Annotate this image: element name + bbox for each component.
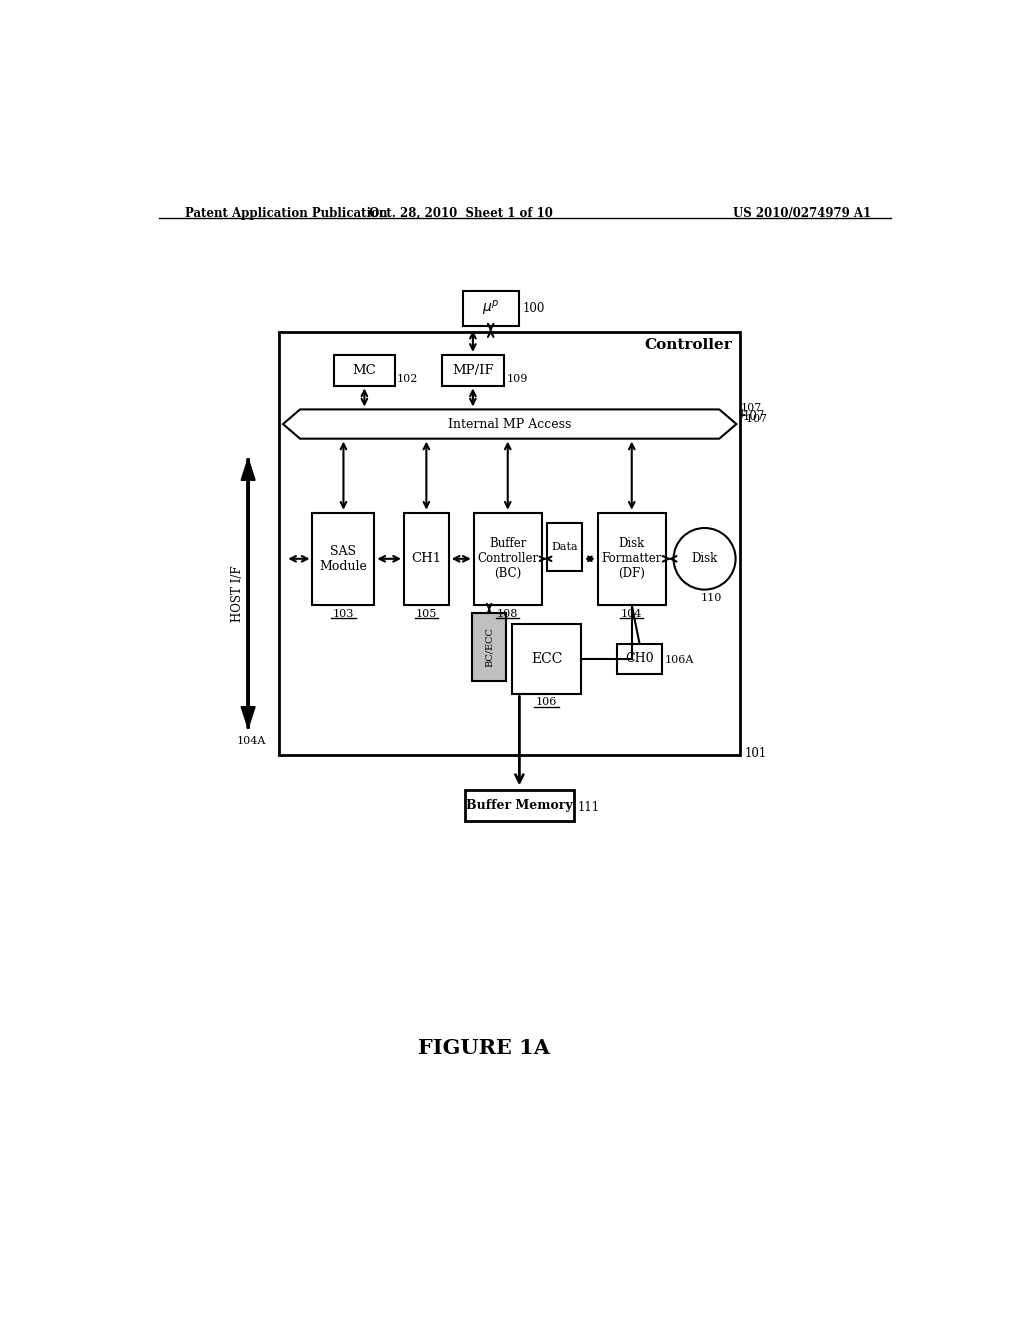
Text: $\mu^p$: $\mu^p$ — [482, 300, 500, 318]
Bar — [403, 512, 449, 605]
Bar — [280, 331, 740, 755]
Text: BC/ECC: BC/ECC — [484, 627, 494, 668]
Text: $\ulcorner$107: $\ulcorner$107 — [740, 412, 768, 425]
Text: Oct. 28, 2010  Sheet 1 of 10: Oct. 28, 2010 Sheet 1 of 10 — [370, 207, 553, 220]
Text: ECC: ECC — [530, 652, 562, 665]
Text: CH1: CH1 — [412, 552, 441, 565]
Bar — [472, 614, 506, 681]
Text: 107: 107 — [740, 404, 762, 413]
Text: MC: MC — [352, 363, 376, 376]
Text: 108: 108 — [497, 609, 518, 619]
Text: 110: 110 — [700, 594, 722, 603]
Text: Patent Application Publication: Patent Application Publication — [184, 207, 387, 220]
Bar — [442, 355, 504, 385]
Bar — [617, 644, 662, 675]
Text: SAS
Module: SAS Module — [319, 545, 368, 573]
Text: 106: 106 — [536, 697, 557, 708]
Text: Buffer
Controller
(BC): Buffer Controller (BC) — [477, 537, 539, 581]
Bar — [465, 789, 573, 821]
Text: CH0: CH0 — [626, 652, 653, 665]
FancyArrow shape — [241, 459, 255, 729]
Text: 102: 102 — [397, 374, 418, 384]
Text: 103: 103 — [333, 609, 354, 619]
Bar — [474, 512, 542, 605]
Bar — [312, 512, 375, 605]
Text: Internal MP Access: Internal MP Access — [449, 417, 571, 430]
Text: 104A: 104A — [237, 737, 266, 746]
Text: Controller: Controller — [645, 338, 732, 352]
Text: 105: 105 — [416, 609, 437, 619]
Polygon shape — [283, 409, 736, 438]
Bar — [463, 290, 518, 326]
Text: 109: 109 — [506, 374, 527, 384]
Bar — [512, 624, 581, 693]
Text: Buffer Memory: Buffer Memory — [466, 799, 572, 812]
Circle shape — [674, 528, 735, 590]
Bar — [598, 512, 666, 605]
Text: MP/IF: MP/IF — [452, 363, 494, 376]
Text: US 2010/0274979 A1: US 2010/0274979 A1 — [733, 207, 871, 220]
Text: 104: 104 — [622, 609, 642, 619]
Text: 111: 111 — [578, 801, 600, 814]
Text: 107: 107 — [742, 409, 765, 422]
Text: HOST I/F: HOST I/F — [230, 565, 244, 622]
Text: FIGURE 1A: FIGURE 1A — [419, 1038, 551, 1057]
Text: 101: 101 — [744, 747, 766, 760]
Text: Disk
Formatter
(DF): Disk Formatter (DF) — [601, 537, 662, 581]
Bar — [547, 524, 583, 572]
Text: Data: Data — [551, 543, 578, 552]
Text: Disk: Disk — [691, 552, 718, 565]
Text: 100: 100 — [522, 302, 545, 315]
Bar — [334, 355, 394, 385]
FancyArrow shape — [241, 459, 255, 729]
Text: 106A: 106A — [665, 655, 693, 665]
Text: └: └ — [738, 412, 744, 421]
